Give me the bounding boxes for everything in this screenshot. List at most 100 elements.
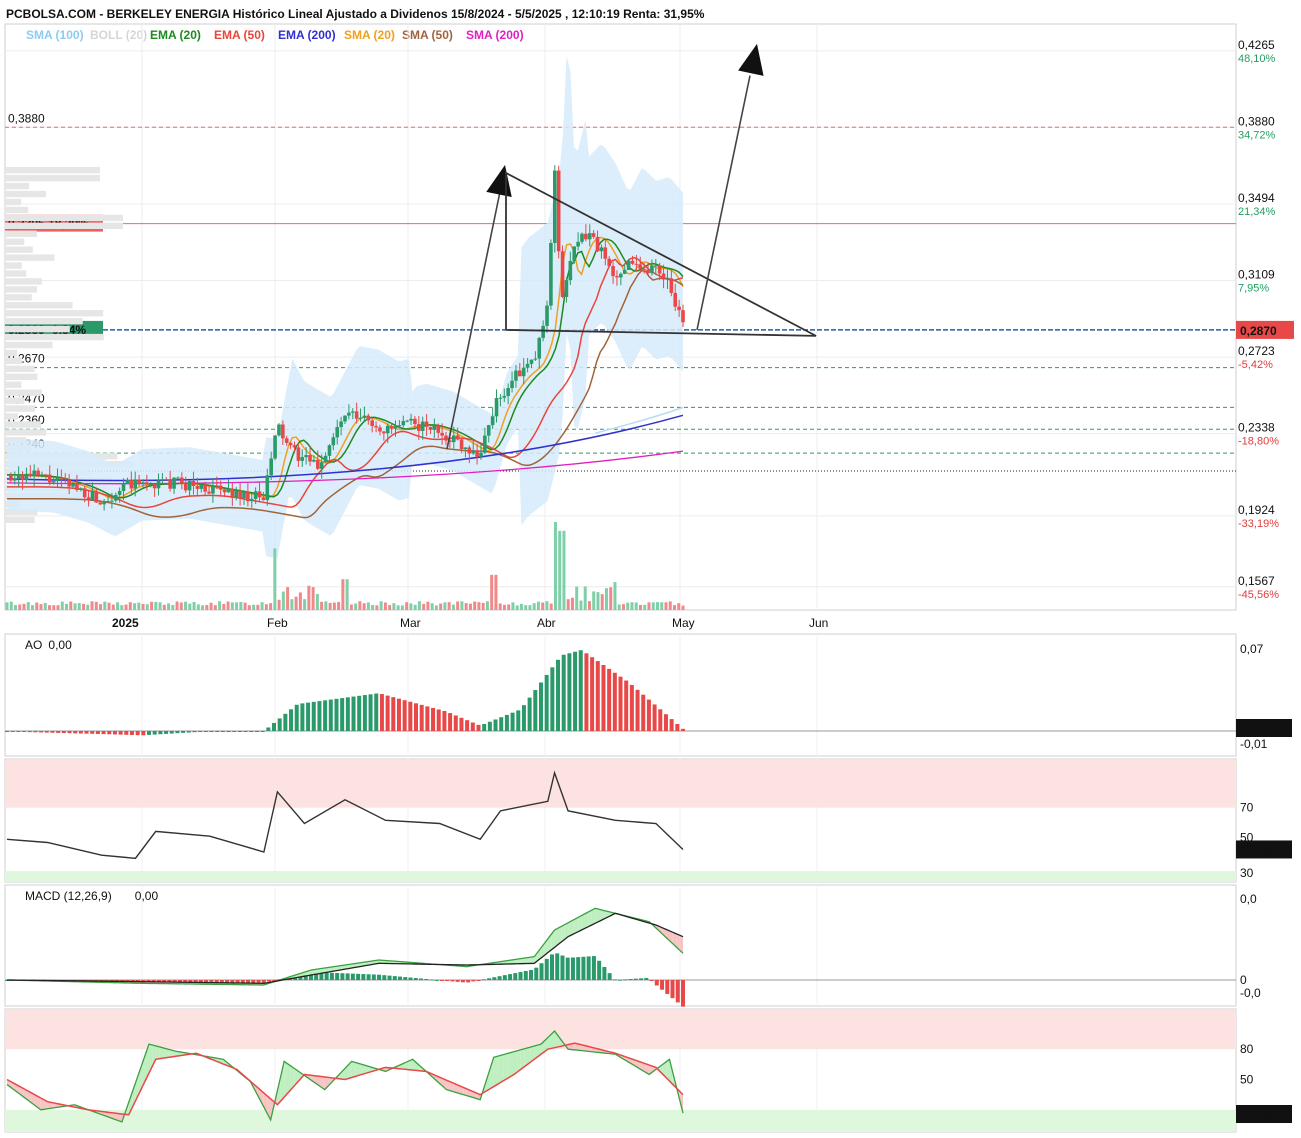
- ao-bar: [448, 713, 453, 731]
- ao-bar: [10, 731, 15, 732]
- sma-200-line: [6, 450, 684, 485]
- sto-fill: [30, 1092, 35, 1105]
- volume-bar: [26, 602, 30, 610]
- sto-fill: [290, 1066, 295, 1090]
- candle-body: [560, 251, 565, 297]
- candle-body: [358, 417, 363, 419]
- macd-tick-label: 0,0: [1240, 892, 1257, 906]
- rsi-tick-label: 30: [1240, 866, 1254, 880]
- overbought-zone: [5, 760, 1236, 808]
- breakout-arrow-line: [696, 75, 751, 331]
- macd-histogram-bar: [193, 980, 198, 983]
- volume-bar: [124, 604, 128, 610]
- macd-fill: [679, 935, 683, 954]
- volume-profile-bar: [5, 349, 18, 357]
- volume-bar: [303, 599, 307, 610]
- volume-bar: [154, 601, 158, 610]
- candle-body: [646, 269, 650, 274]
- candle-body: [568, 260, 573, 281]
- macd-fill: [571, 919, 575, 935]
- candle-body: [665, 278, 670, 280]
- volume-bar: [107, 602, 111, 610]
- volume-bar: [609, 587, 613, 610]
- sto-fill: [524, 1047, 528, 1067]
- ao-tick-label: -0,01: [1240, 737, 1268, 751]
- ao-bar: [249, 731, 254, 732]
- candle-body: [277, 424, 281, 436]
- macd-histogram-bar: [586, 956, 591, 980]
- rsi-line: [6, 770, 684, 860]
- macd-fill: [345, 964, 349, 970]
- ao-bar: [550, 667, 555, 731]
- candle-body: [490, 416, 495, 426]
- volume-profile-bar: [5, 413, 19, 420]
- volume-bar: [56, 605, 60, 610]
- macd-tick-label: 0: [1240, 973, 1247, 987]
- sto-fill: [520, 1048, 525, 1070]
- macd-histogram-bar: [429, 979, 434, 981]
- ao-bar: [198, 731, 203, 733]
- candle-body: [176, 477, 180, 479]
- candle-body: [211, 485, 215, 494]
- sto-fill: [669, 1059, 673, 1085]
- candle-body: [145, 482, 149, 485]
- volume-bar: [239, 601, 243, 610]
- macd-histogram-bar: [502, 975, 507, 980]
- volume-bar: [77, 603, 81, 610]
- candle-body: [180, 477, 184, 484]
- ao-bar: [368, 694, 373, 731]
- candle-body: [172, 477, 176, 489]
- volume-bar: [549, 603, 553, 610]
- volume-bar: [222, 603, 226, 610]
- sto-fill: [493, 1056, 498, 1087]
- legend-item: BOLL (20): [90, 28, 147, 42]
- oversold-zone: [5, 1109, 1236, 1132]
- ao-bar: [618, 676, 623, 731]
- macd-histogram-bar: [665, 980, 670, 994]
- sto-fill: [574, 1043, 579, 1051]
- volume-bar: [583, 586, 587, 610]
- macd-histogram-bar: [204, 980, 209, 983]
- macd-histogram-bar: [392, 976, 397, 980]
- sto-fill: [297, 1070, 302, 1083]
- volume-bar: [31, 605, 35, 610]
- triangle-pattern: [505, 171, 817, 337]
- candle-body: [393, 426, 398, 429]
- candle-body: [242, 491, 246, 499]
- macd-histogram-bar: [450, 980, 455, 982]
- volume-profile-bar: [5, 508, 38, 516]
- macd-fill: [672, 932, 677, 947]
- candle-body: [312, 459, 316, 462]
- macd-histogram-bar: [581, 956, 586, 980]
- macd-fill: [527, 957, 531, 964]
- candle-body: [261, 497, 266, 501]
- sto-fill: [118, 1113, 122, 1122]
- candle-body: [281, 424, 285, 439]
- ao-bar: [220, 731, 225, 732]
- candle-body: [374, 426, 378, 428]
- macd-histogram-bar: [565, 957, 570, 980]
- volume-profile-bar: [5, 405, 35, 412]
- volume-bar: [524, 605, 528, 610]
- volume-bar: [137, 602, 141, 610]
- volume-profile-bar: [5, 373, 38, 380]
- percent-tick-label: 48,10%: [1238, 53, 1276, 65]
- volume-bar: [383, 602, 387, 610]
- candle-body: [619, 273, 623, 278]
- candle-body: [36, 470, 40, 476]
- volume-bar: [14, 605, 18, 610]
- candle-body: [20, 475, 25, 480]
- volume-bar: [35, 602, 39, 610]
- macd-histogram-bar: [408, 977, 413, 980]
- sto-fill: [405, 1060, 410, 1070]
- candle-body: [580, 233, 584, 242]
- macd-histogram-bar: [628, 979, 633, 981]
- price-plot: [5, 43, 817, 610]
- sto-tick-label: 80: [1240, 1042, 1254, 1056]
- sto-fill: [507, 1052, 511, 1079]
- volume-bar: [417, 601, 421, 610]
- ao-bar: [27, 731, 32, 733]
- ao-bar: [538, 682, 543, 731]
- sto-fill: [568, 1043, 572, 1050]
- volume-bar: [320, 601, 324, 610]
